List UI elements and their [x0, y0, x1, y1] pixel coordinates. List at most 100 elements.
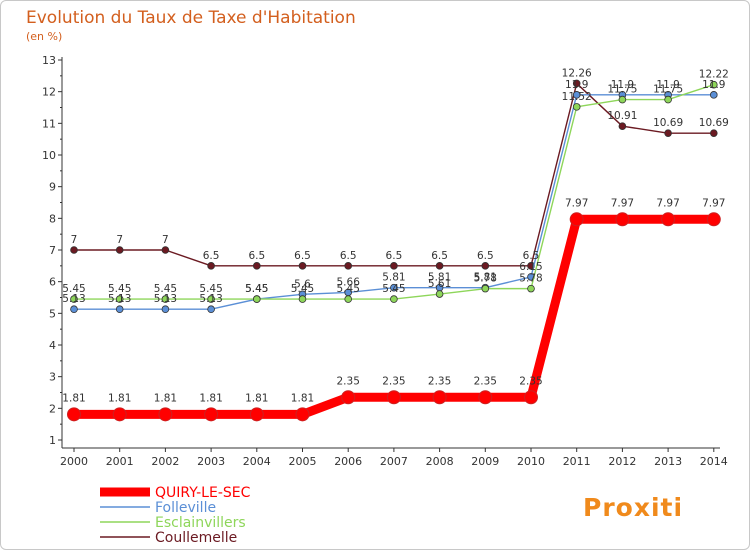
data-point-coullemelle	[435, 262, 444, 270]
y-tick-label: 3	[49, 371, 56, 384]
y-tick-label: 7	[49, 244, 56, 257]
y-tick-label: 10	[42, 149, 56, 162]
data-label-folleville: 5.81	[428, 272, 451, 284]
data-label-folleville: 6.15	[519, 261, 542, 273]
data-labels: 7 7 7 6.5 6.5 6.5 6.5 6.5 6.5 6.5 6.5 12.26 10.91 10.…	[62, 67, 729, 404]
data-point-esclainvillers	[572, 103, 581, 111]
series-coullemelle	[70, 79, 718, 270]
data-point-coullemelle	[344, 262, 353, 270]
data-point-folleville	[70, 305, 78, 314]
data-label-esclainvillers: 5.45	[62, 283, 85, 295]
y-tick-label: 5	[49, 307, 56, 320]
data-label-esclainvillers: 12.22	[699, 69, 729, 81]
data-point-esclainvillers	[115, 295, 124, 303]
data-label-quiry-le-sec: 7.97	[565, 197, 588, 209]
data-label-esclainvillers: 11.75	[607, 84, 637, 96]
data-label-coullemelle: 6.5	[340, 250, 357, 262]
data-label-quiry-le-sec: 1.81	[245, 392, 268, 404]
data-label-folleville: 11.9	[611, 79, 634, 91]
data-label-esclainvillers: 5.45	[199, 283, 222, 295]
data-label-coullemelle: 6.5	[248, 250, 265, 262]
data-point-quiry-le-sec	[204, 407, 219, 422]
data-label-esclainvillers: 5.45	[337, 283, 360, 295]
data-point-coullemelle	[70, 246, 78, 254]
data-point-esclainvillers	[252, 295, 261, 303]
data-label-esclainvillers: 11.75	[653, 84, 683, 96]
data-label-coullemelle: 10.91	[607, 110, 637, 122]
data-point-esclainvillers	[390, 295, 398, 303]
data-label-quiry-le-sec: 7.97	[702, 197, 725, 209]
data-label-folleville: 5.13	[199, 293, 222, 305]
data-label-coullemelle: 10.69	[653, 117, 683, 129]
data-label-coullemelle: 6.5	[386, 250, 403, 262]
x-tick-label: 2006	[334, 455, 362, 468]
data-point-quiry-le-sec	[249, 407, 264, 422]
x-tick-label: 2000	[60, 455, 88, 468]
legend-label-quiry-le-sec: QUIRY-LE-SEC	[155, 485, 251, 501]
data-label-folleville: 5.6	[294, 278, 311, 290]
legend-label-esclainvillers: Esclainvillers	[155, 515, 246, 531]
data-point-quiry-le-sec	[478, 390, 493, 405]
x-tick-label: 2014	[700, 455, 728, 468]
data-label-folleville: 5.66	[337, 276, 361, 288]
y-axis-unit: (en %)	[26, 30, 62, 43]
data-point-coullemelle	[115, 246, 124, 254]
data-point-folleville	[572, 91, 581, 99]
data-label-coullemelle: 7	[71, 234, 78, 246]
data-point-folleville	[709, 91, 718, 99]
data-label-coullemelle: 7	[116, 234, 123, 246]
y-tick-label: 9	[49, 181, 56, 194]
data-label-folleville: 11.9	[656, 79, 679, 91]
data-point-esclainvillers	[161, 295, 170, 303]
data-point-esclainvillers	[618, 95, 627, 104]
data-point-esclainvillers	[709, 80, 718, 89]
data-label-esclainvillers: 5.45	[291, 283, 314, 295]
data-point-quiry-le-sec	[615, 212, 630, 227]
x-tick-label: 2003	[197, 455, 225, 468]
x-tick-label: 2011	[563, 455, 591, 468]
data-label-folleville: 5.81	[474, 272, 497, 284]
data-label-quiry-le-sec: 7.97	[611, 197, 634, 209]
x-tick-label: 2009	[471, 455, 499, 468]
data-point-esclainvillers	[298, 295, 307, 303]
y-tick-label: 4	[49, 339, 56, 352]
x-tick-label: 2007	[380, 455, 408, 468]
data-point-quiry-le-sec	[112, 407, 127, 422]
data-point-coullemelle	[161, 246, 170, 254]
y-tick-label: 2	[49, 402, 56, 415]
x-tick-label: 2002	[151, 455, 179, 468]
data-point-quiry-le-sec	[706, 212, 721, 227]
data-point-esclainvillers	[481, 284, 490, 293]
data-label-folleville: 5.13	[154, 293, 177, 305]
data-label-coullemelle: 7	[162, 234, 169, 246]
x-tick-label: 2010	[517, 455, 545, 468]
data-label-esclainvillers: 5.45	[245, 283, 268, 295]
data-point-folleville	[390, 283, 398, 292]
axes	[61, 57, 720, 449]
x-tick-label: 2008	[426, 455, 454, 468]
x-ticks: 2000 2001 2002 2003 2004 2005 2006 2007 2008 2009…	[60, 448, 728, 468]
x-tick-label: 2004	[243, 455, 271, 468]
data-label-quiry-le-sec: 2.35	[337, 375, 360, 387]
data-point-folleville	[161, 305, 170, 314]
y-tick-label: 6	[49, 276, 56, 289]
data-label-quiry-le-sec: 2.35	[474, 375, 497, 387]
x-tick-label: 2012	[608, 455, 636, 468]
y-tick-label: 13	[42, 54, 56, 67]
series-quiry-le-sec	[67, 212, 721, 422]
chart-title: Evolution du Taux de Taxe d'Habitation	[26, 8, 356, 28]
data-point-coullemelle	[664, 129, 672, 137]
series-esclainvillers	[70, 80, 718, 303]
data-point-coullemelle	[618, 122, 627, 130]
data-label-coullemelle: 6.5	[294, 250, 311, 262]
data-point-coullemelle	[481, 262, 490, 270]
logo-text: Proxiti	[583, 493, 683, 522]
data-point-coullemelle	[572, 79, 581, 88]
legend-label-coullemelle: Coullemelle	[155, 530, 237, 546]
data-label-esclainvillers: 5.78	[519, 273, 542, 285]
x-tick-label: 2013	[654, 455, 682, 468]
data-label-coullemelle: 6.5	[203, 250, 220, 262]
data-label-coullemelle: 6.5	[431, 250, 448, 262]
